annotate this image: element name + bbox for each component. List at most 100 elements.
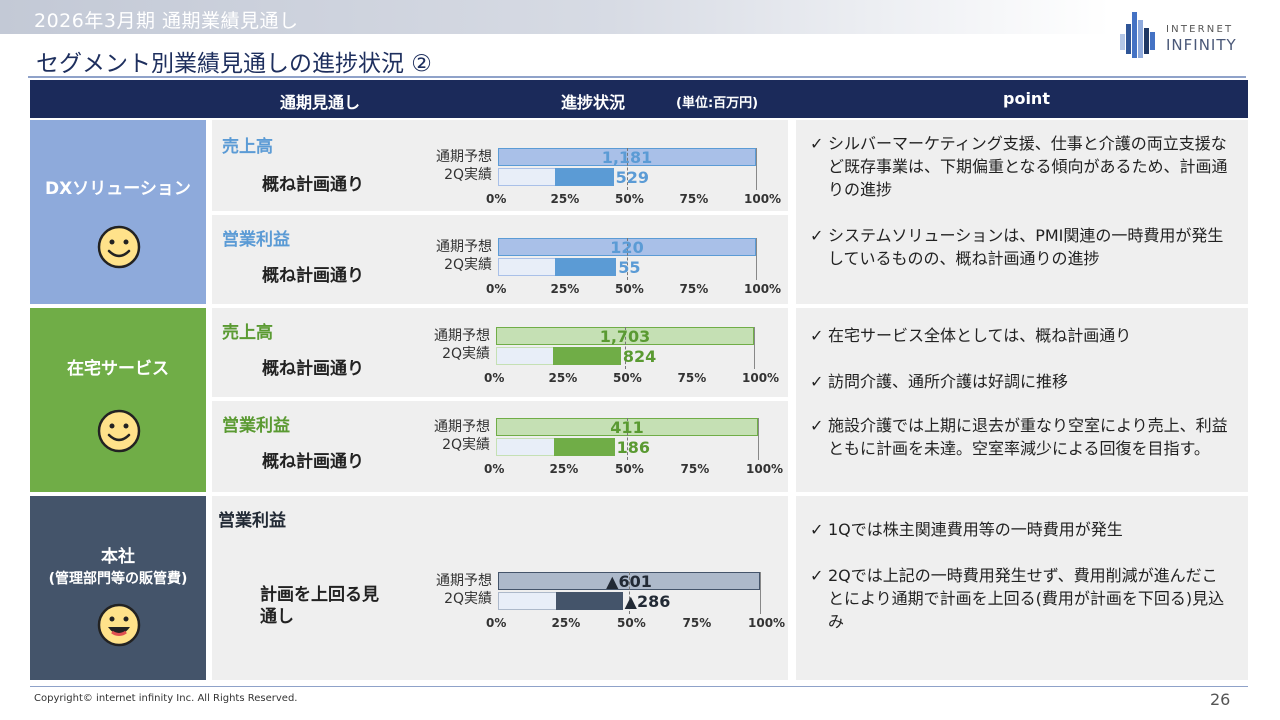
- title-divider: [28, 76, 1246, 78]
- tick-label: 100%: [742, 371, 780, 385]
- header-progress: 進捗状況: [561, 93, 626, 112]
- tick-label: 75%: [677, 371, 707, 385]
- copyright: Copyright© internet infinity Inc. All Ri…: [34, 693, 298, 704]
- forecast-value: 120: [610, 238, 644, 257]
- header-band: [0, 0, 1110, 34]
- logo-text-bottom: INFINITY: [1166, 36, 1237, 54]
- checkmark-icon: ✓: [810, 416, 824, 435]
- tick-label: 75%: [679, 282, 709, 296]
- full-line: [758, 418, 759, 460]
- tick-label: 25%: [548, 371, 578, 385]
- tick-label: 100%: [744, 192, 782, 206]
- segment-name: DXソリューション: [45, 179, 191, 199]
- tick-label: 25%: [549, 462, 579, 476]
- tick-label: 0%: [484, 462, 505, 476]
- page-title: セグメント別業績見通しの進捗状況 ②: [36, 51, 432, 77]
- actual-value: ▲286: [624, 592, 671, 611]
- logo-mark-icon: [1120, 12, 1155, 58]
- full-line: [760, 572, 761, 614]
- checkmark-icon: ✓: [810, 226, 824, 245]
- points-panel-dx: ✓ シルバーマーケティング支援、仕事と介護の両立支援など既存事業は、下期偏重とな…: [796, 120, 1248, 304]
- actual-bar: [554, 258, 617, 276]
- checkmark-icon: ✓: [810, 566, 824, 585]
- checkmark-icon: ✓: [810, 134, 824, 153]
- period-label: 2026年3月期 通期業績見通し: [34, 10, 299, 32]
- metric-label: 営業利益: [218, 511, 286, 531]
- actual-bar: [552, 347, 621, 365]
- halfway-line: [627, 148, 628, 190]
- metric-status: 概ね計画通り: [262, 359, 364, 379]
- metric-panel-homecare-profit: 営業利益 概ね計画通り 通期予想 2Q実績 411 186 0% 25% 50% 75% 100…: [212, 401, 788, 492]
- tick-label: 50%: [615, 192, 644, 206]
- halfway-line: [627, 238, 628, 280]
- checkmark-icon: ✓: [810, 520, 824, 539]
- metric-label: 売上高: [222, 137, 273, 157]
- actual-bar: [555, 592, 623, 610]
- metric-label: 営業利益: [222, 416, 290, 436]
- header-point: point: [1003, 89, 1050, 108]
- tick-label: 50%: [613, 371, 642, 385]
- tick-label: 50%: [617, 616, 646, 630]
- table-header: 通期見通し 進捗状況 (単位:百万円) point: [30, 80, 1248, 118]
- halfway-line: [625, 327, 626, 369]
- metric-panel-dx-sales: 売上高 概ね計画通り 通期予想 2Q実績 1,181 529 0% 25% 50% 75% 10…: [212, 120, 788, 211]
- full-line: [756, 148, 757, 190]
- metric-panel-dx-profit: 営業利益 概ね計画通り 通期予想 2Q実績 120 55 0% 25% 50% 75% 100%: [212, 215, 788, 304]
- checkmark-icon: ✓: [810, 326, 824, 345]
- segment-hq: 本社 (管理部門等の販管費): [30, 496, 206, 680]
- forecast-row-label: 通期予想: [436, 149, 492, 165]
- grin-face-icon: [97, 603, 141, 647]
- tick-label: 100%: [746, 462, 784, 476]
- tick-label: 25%: [550, 282, 580, 296]
- tick-label: 50%: [615, 462, 644, 476]
- logo-text-top: INTERNET: [1166, 24, 1234, 35]
- tick-label: 75%: [679, 192, 709, 206]
- tick-label: 75%: [680, 462, 710, 476]
- forecast-row-label: 通期予想: [436, 573, 492, 589]
- actual-value: 55: [618, 258, 641, 277]
- forecast-value: 1,181: [601, 148, 653, 167]
- points-panel-homecare: ✓ 在宅サービス全体としては、概ね計画通り ✓ 訪問介護、通所介護は好調に推移 …: [796, 308, 1248, 492]
- company-logo: INTERNET INFINITY: [1118, 10, 1248, 62]
- forecast-value: ▲601: [606, 572, 652, 591]
- actual-row-label: 2Q実績: [444, 591, 492, 607]
- checkmark-icon: ✓: [810, 372, 824, 391]
- smile-face-icon: [97, 225, 141, 269]
- forecast-row-label: 通期予想: [436, 239, 492, 255]
- header-unit: (単位:百万円): [676, 96, 759, 111]
- smile-face-icon: [97, 409, 141, 453]
- metric-status: 概ね計画通り: [262, 266, 364, 286]
- tick-label: 50%: [615, 282, 644, 296]
- actual-bar: [553, 438, 615, 456]
- forecast-value: 411: [610, 418, 644, 437]
- forecast-row-label: 通期予想: [434, 328, 490, 344]
- tick-label: 25%: [550, 192, 580, 206]
- actual-value: 529: [615, 168, 649, 187]
- metric-status: 計画を上回る見通し: [260, 585, 379, 627]
- metric-label: 営業利益: [222, 230, 290, 250]
- tick-label: 0%: [486, 192, 507, 206]
- segment-name: 本社: [101, 547, 135, 567]
- actual-value: 824: [622, 347, 657, 366]
- forecast-row-label: 通期予想: [434, 419, 490, 435]
- actual-bar: [554, 168, 614, 186]
- halfway-line: [629, 572, 630, 614]
- metric-panel-hq-profit: 営業利益 計画を上回る見通し 通期予想 2Q実績 ▲601 ▲286 0% 25% 50% 7…: [212, 496, 788, 680]
- footer-divider: [30, 686, 1248, 687]
- actual-value: 186: [616, 438, 650, 457]
- tick-label: 100%: [744, 282, 782, 296]
- header-forecast: 通期見通し: [280, 93, 361, 112]
- tick-label: 0%: [486, 616, 507, 630]
- halfway-line: [627, 418, 628, 460]
- segment-homecare: 在宅サービス: [30, 308, 206, 492]
- actual-row-label: 2Q実績: [442, 346, 490, 362]
- tick-label: 0%: [484, 371, 505, 385]
- points-panel-hq: ✓ 1Qでは株主関連費用等の一時費用が発生 ✓ 2Qでは上記の一時費用発生せず、…: [796, 496, 1248, 680]
- metric-status: 概ね計画通り: [262, 452, 364, 472]
- full-line: [754, 327, 755, 369]
- tick-label: 75%: [682, 616, 712, 630]
- segment-dx: DXソリューション: [30, 120, 206, 304]
- tick-label: 0%: [486, 282, 507, 296]
- actual-row-label: 2Q実績: [444, 257, 492, 273]
- metric-status: 概ね計画通り: [262, 175, 364, 195]
